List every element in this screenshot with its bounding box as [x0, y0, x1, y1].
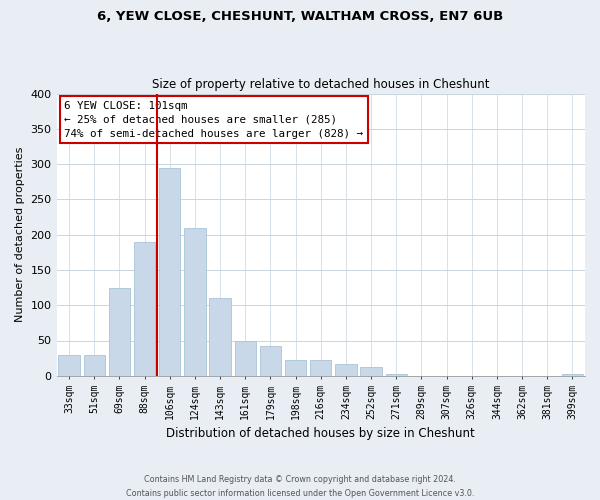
Bar [184, 228, 206, 376]
Bar [562, 374, 583, 376]
Bar [235, 340, 256, 376]
Title: Size of property relative to detached houses in Cheshunt: Size of property relative to detached ho… [152, 78, 490, 91]
Bar [159, 168, 181, 376]
Bar [109, 288, 130, 376]
Bar [209, 298, 231, 376]
Bar [386, 374, 407, 376]
Bar [285, 360, 307, 376]
Bar [361, 366, 382, 376]
Y-axis label: Number of detached properties: Number of detached properties [15, 147, 25, 322]
Text: 6, YEW CLOSE, CHESHUNT, WALTHAM CROSS, EN7 6UB: 6, YEW CLOSE, CHESHUNT, WALTHAM CROSS, E… [97, 10, 503, 23]
Bar [58, 354, 80, 376]
Bar [310, 360, 331, 376]
Bar [260, 346, 281, 376]
Text: 6 YEW CLOSE: 101sqm
← 25% of detached houses are smaller (285)
74% of semi-detac: 6 YEW CLOSE: 101sqm ← 25% of detached ho… [64, 100, 364, 138]
Bar [83, 354, 105, 376]
X-axis label: Distribution of detached houses by size in Cheshunt: Distribution of detached houses by size … [166, 427, 475, 440]
Text: Contains HM Land Registry data © Crown copyright and database right 2024.
Contai: Contains HM Land Registry data © Crown c… [126, 476, 474, 498]
Bar [134, 242, 155, 376]
Bar [335, 364, 356, 376]
